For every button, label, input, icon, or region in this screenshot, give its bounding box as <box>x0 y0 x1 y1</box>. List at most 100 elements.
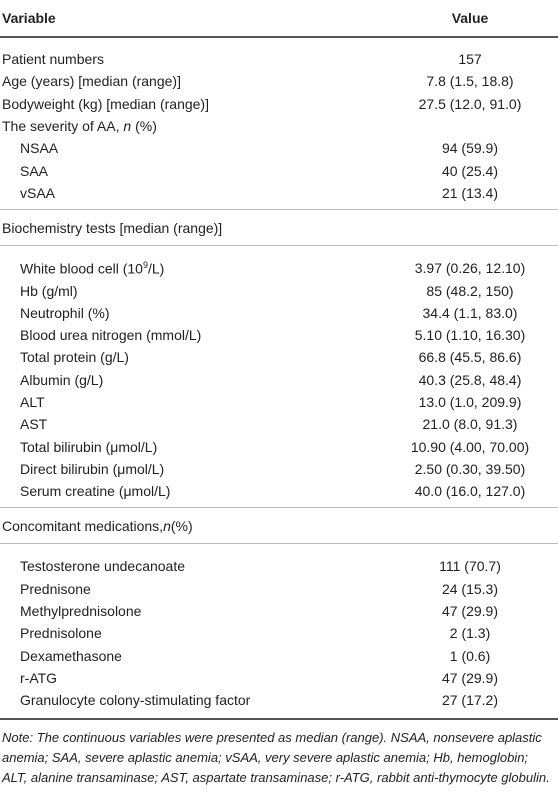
variable-cell: Blood urea nitrogen (mmol/L) <box>0 327 370 343</box>
variable-cell: Bodyweight (kg) [median (range)] <box>0 96 370 112</box>
table-row: r-ATG 47 (29.9) <box>0 667 558 689</box>
section-heading: Concomitant medications, n (%) <box>0 508 558 545</box>
variable-cell: Serum creatine (μmol/L) <box>0 483 370 499</box>
value-cell: 2.50 (0.30, 39.50) <box>414 460 526 477</box>
text-segment: Blood urea nitrogen (mmol/L) <box>20 327 202 344</box>
header-cell: Variable <box>2 10 56 26</box>
text-segment: (%) <box>170 517 193 534</box>
table-row: Granulocyte colony-stimulating factor 27 … <box>0 689 558 711</box>
text-segment: (%) <box>131 118 157 135</box>
section: Patient numbers 157 Age (years) [median (r… <box>0 38 558 211</box>
table-row: Neutrophil (%) 34.4 (1.1, 83.0) <box>0 302 558 324</box>
text-segment: Age (years) [median (range)] <box>2 73 181 90</box>
variable-cell: AST <box>0 416 370 432</box>
text-segment: /L) <box>147 260 165 277</box>
variable-cell: ALT <box>0 394 370 410</box>
table-row: Direct bilirubin (μmol/L) 2.50 (0.30, 39.… <box>0 458 558 480</box>
table-row: Serum creatine (μmol/L) 40.0 (16.0, 127.0… <box>0 480 558 502</box>
variable-cell: r-ATG <box>0 670 370 686</box>
variable-cell: Methylprednisolone <box>0 603 370 619</box>
variable-cell: SAA <box>0 163 370 179</box>
table-row: White blood cell (109/L) 3.97 (0.26, 12.1… <box>0 257 558 279</box>
text-segment: n <box>123 118 132 135</box>
text-segment: Total protein (g/L) <box>20 349 129 366</box>
text-segment: The severity of AA, <box>2 118 124 135</box>
value-cell: 94 (59.9) <box>441 140 499 157</box>
text-segment: Prednisolone <box>20 625 102 642</box>
variable-cell: Prednisone <box>0 581 370 597</box>
text-segment: Bodyweight (kg) [median (range)] <box>2 95 209 112</box>
text-segment: Patient numbers <box>2 51 104 68</box>
text-segment: Methylprednisolone <box>20 603 142 620</box>
value-cell: 1 (0.6) <box>449 647 491 664</box>
table-row: Prednisone 24 (15.3) <box>0 578 558 600</box>
table-row: NSAA 94 (59.9) <box>0 137 558 159</box>
variable-cell: Testosterone undecanoate <box>0 558 370 574</box>
table-row: Testosterone undecanoate 111 (70.7) <box>0 555 558 577</box>
value-cell: 34.4 (1.1, 83.0) <box>422 304 518 321</box>
value-cell: 40 (25.4) <box>441 162 499 179</box>
value-cell: 2 (1.3) <box>449 625 491 642</box>
table-row: ALT 13.0 (1.0, 209.9) <box>0 391 558 413</box>
value-cell: 3.97 (0.26, 12.10) <box>414 260 526 277</box>
value-cell: 85 (48.2, 150) <box>426 282 514 299</box>
text-segment: Granulocyte colony-stimulating factor <box>20 692 251 709</box>
text-segment: Concomitant medications, <box>2 517 164 534</box>
text-segment: 9 <box>142 259 148 270</box>
variable-cell: Total protein (g/L) <box>0 349 370 365</box>
text-segment: Hb (g/ml) <box>20 282 78 299</box>
text-segment: Biochemistry tests [median (range)] <box>2 219 223 236</box>
text-segment: AST <box>20 416 48 433</box>
section-heading: Biochemistry tests [median (range)] <box>0 210 558 247</box>
text-segment: SAA <box>20 162 49 179</box>
table-row: Total protein (g/L) 66.8 (45.5, 86.6) <box>0 346 558 368</box>
value-cell: 157 <box>458 51 482 68</box>
table-note: Note: The continuous variables were pres… <box>2 730 550 786</box>
text-segment: NSAA <box>20 140 59 157</box>
text-segment: r-ATG <box>20 669 58 686</box>
table-row: AST 21.0 (8.0, 91.3) <box>0 413 558 435</box>
variable-cell: Granulocyte colony-stimulating factor <box>0 692 370 708</box>
table-row: Patient numbers 157 <box>0 48 558 70</box>
header-cell: Value <box>451 10 489 26</box>
value-cell: 27.5 (12.0, 91.0) <box>418 95 522 112</box>
variable-cell: vSAA <box>0 185 370 201</box>
table-row: Hb (g/ml) 85 (48.2, 150) <box>0 279 558 301</box>
variable-cell: Hb (g/ml) <box>0 283 370 299</box>
text-segment: Dexamethasone <box>20 647 122 664</box>
value-cell: 7.8 (1.5, 18.8) <box>426 73 514 90</box>
text-segment: Direct bilirubin (μmol/L) <box>20 460 165 477</box>
text-segment: Neutrophil (%) <box>20 304 110 321</box>
table-row: Albumin (g/L) 40.3 (25.8, 48.4) <box>0 369 558 391</box>
table-row: Bodyweight (kg) [median (range)] 27.5 (12… <box>0 93 558 115</box>
value-cell: 24 (15.3) <box>441 580 499 597</box>
text-segment: Albumin (g/L) <box>20 371 104 388</box>
text-segment: Serum creatine (μmol/L) <box>20 483 171 500</box>
value-cell: 40.0 (16.0, 127.0) <box>414 483 526 500</box>
value-cell: 66.8 (45.5, 86.6) <box>418 349 522 366</box>
variable-cell: Albumin (g/L) <box>0 372 370 388</box>
value-cell: 10.90 (4.00, 70.00) <box>410 438 530 455</box>
text-segment: n <box>163 517 171 534</box>
text-segment: ALT <box>20 394 45 410</box>
value-cell: 13.0 (1.0, 209.9) <box>418 394 522 410</box>
value-cell: 47 (29.9) <box>441 603 499 620</box>
variable-cell: Total bilirubin (μmol/L) <box>0 439 370 455</box>
table-row: Dexamethasone 1 (0.6) <box>0 645 558 667</box>
variable-cell: Age (years) [median (range)] <box>0 73 370 89</box>
value-cell: 21.0 (8.0, 91.3) <box>422 416 518 433</box>
text-segment: Testosterone undecanoate <box>20 558 186 575</box>
section: White blood cell (109/L) 3.97 (0.26, 12.1… <box>0 246 558 509</box>
value-cell: 47 (29.9) <box>441 669 499 686</box>
variable-cell: NSAA <box>0 140 370 156</box>
text-segment: Prednisone <box>20 580 91 597</box>
text-segment: Total bilirubin (μmol/L) <box>20 438 158 455</box>
variable-cell: Dexamethasone <box>0 648 370 664</box>
variable-cell: White blood cell (109/L) <box>0 260 370 277</box>
variable-cell: Direct bilirubin (μmol/L) <box>0 461 370 477</box>
variable-cell: The severity of AA, n (%) <box>0 118 370 134</box>
variable-cell: Patient numbers <box>0 51 370 67</box>
section: Testosterone undecanoate 111 (70.7) Predni… <box>0 544 558 721</box>
text-segment: vSAA <box>20 184 56 201</box>
